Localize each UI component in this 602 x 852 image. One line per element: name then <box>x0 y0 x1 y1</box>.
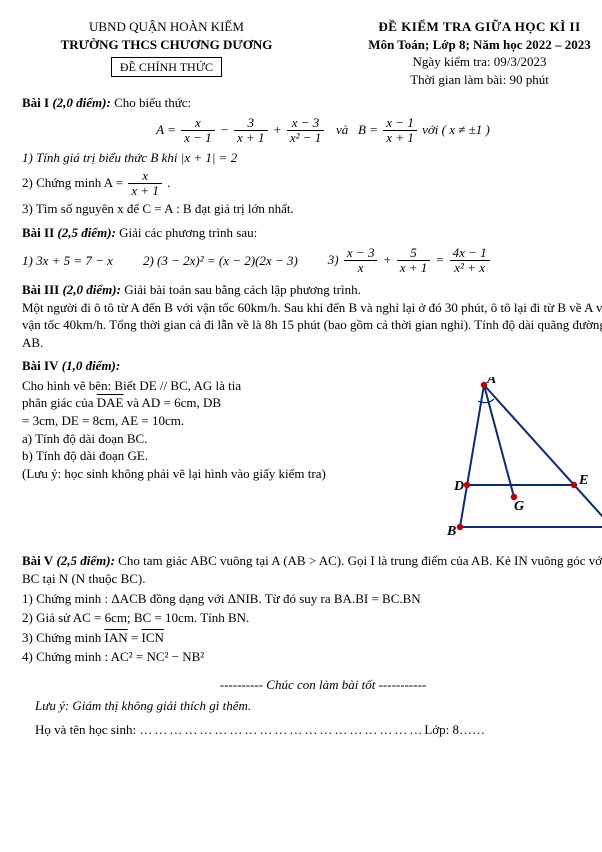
name-dots: ………………………………………………… <box>139 722 424 737</box>
footer-note-text: Lưu ý: Giám thị không giải thích gì thêm… <box>35 698 251 713</box>
header: UBND QUẬN HOÀN KIẾM TRƯỜNG THCS CHƯƠNG D… <box>22 18 602 88</box>
bai-1-q1: 1) Tính giá trị biểu thức B khi |x + 1| … <box>22 149 602 167</box>
frac-num: x <box>128 169 162 184</box>
footer-wish: ---------- Chúc con làm bài tốt --------… <box>22 676 602 694</box>
angle-ian: IAN <box>105 630 128 645</box>
district: UBND QUẬN HOÀN KIẾM <box>22 18 311 36</box>
bai-1: Bài I (2,0 điểm): Cho biểu thức: A = xx … <box>22 94 602 218</box>
bai-4-l1: Cho hình vẽ bên: Biết DE // BC, AG là ti… <box>22 377 404 395</box>
svg-text:D: D <box>453 479 464 494</box>
footer-note: Lưu ý: Giám thị không giải thích gì thêm… <box>22 697 602 715</box>
bai-4: Bài IV (1,0 điểm): Cho hình vẽ bên: Biết… <box>22 357 602 546</box>
name-label: Họ và tên học sinh: <box>35 722 139 737</box>
svg-text:A: A <box>486 377 496 387</box>
bai-5-q3: 3) Chứng minh IAN = ICN <box>22 629 602 647</box>
bai-2: Bài II (2,5 điểm): Giải các phương trình… <box>22 224 602 275</box>
bai-4-title: Bài IV <box>22 358 58 373</box>
bai-2-points: (2,5 điểm): <box>57 225 115 240</box>
bai-4-l5: b) Tính độ dài đoạn GE. <box>22 447 404 465</box>
bai-4-l2: phân giác của DAE và AD = 6cm, DB <box>22 394 404 412</box>
bai-4-text: Cho hình vẽ bên: Biết DE // BC, AG là ti… <box>22 377 404 482</box>
bai-4-l3: = 3cm, DE = 8cm, AE = 10cm. <box>22 412 404 430</box>
bai-5-q2: 2) Giả sử AC = 6cm; BC = 10cm. Tính BN. <box>22 609 602 627</box>
angle-icn: ICN <box>141 630 163 645</box>
bai-5-points: (2,5 điểm): <box>56 553 114 568</box>
bai-4-figure: ABCDEG <box>414 377 602 547</box>
bai-5-title: Bài V <box>22 553 53 568</box>
bai-2-eq2: 2) (3 − 2x)² = (x − 2)(2x − 3) <box>143 252 298 270</box>
bai-3-body: Một người đi ô tô từ A đến B với vận tốc… <box>22 299 602 352</box>
svg-text:B: B <box>446 524 456 539</box>
school: TRƯỜNG THCS CHƯƠNG DƯƠNG <box>22 36 311 54</box>
header-right: ĐỀ KIỂM TRA GIỮA HỌC KÌ II Môn Toán; Lớp… <box>335 18 602 88</box>
bai-4-l2-pre: phân giác của <box>22 395 97 410</box>
bai-3: Bài III (2,0 điểm): Giải bài toán sau bằ… <box>22 281 602 351</box>
bai-3-title: Bài III <box>22 282 59 297</box>
bai-5-q1: 1) Chứng minh : ΔACB đồng dạng với ΔNIB.… <box>22 590 602 608</box>
student-line: Họ và tên học sinh: …………………………………………………L… <box>22 721 602 739</box>
bai-2-eq1: 1) 3x + 5 = 7 − x <box>22 252 113 270</box>
bai-2-eq3: 3) x − 3x + 5x + 1 = 4x − 1x² + x <box>328 246 492 276</box>
bai-4-l2-mid: và AD = 6cm, DB <box>123 395 221 410</box>
subject: Môn Toán; Lớp 8; Năm học 2022 – 2023 <box>335 36 602 54</box>
bai-4-l4: a) Tính độ dài đoạn BC. <box>22 430 404 448</box>
bai-1-title: Bài I <box>22 95 49 110</box>
bai-1-formula: A = xx − 1 − 3x + 1 + x − 3x² − 1 và B =… <box>22 116 602 146</box>
class-label: Lớp: 8…… <box>424 722 485 737</box>
bai-1-q3: 3) Tìm số nguyên x để C = A : B đạt giá … <box>22 200 602 218</box>
bai-3-intro: Giải bài toán sau bằng cách lập phương t… <box>124 282 361 297</box>
bai-1-intro: Cho biểu thức: <box>114 95 191 110</box>
bai-2-intro: Giải các phương trình sau: <box>119 225 257 240</box>
svg-text:E: E <box>578 473 588 488</box>
exam-date: Ngày kiểm tra: 09/3/2023 <box>335 53 602 71</box>
triangle-figure-svg: ABCDEG <box>414 377 602 542</box>
bai-4-l6: (Lưu ý: học sinh không phải vẽ lại hình … <box>22 465 404 483</box>
bai-1-q2-post: . <box>167 175 170 190</box>
frac-den: x + 1 <box>128 184 162 198</box>
bai-1-q2: 2) Chứng minh A = xx + 1 . <box>22 169 602 199</box>
bai-5-q4: 4) Chứng minh : AC² = NC² − NB² <box>22 648 602 666</box>
bai-5: Bài V (2,5 điểm): Cho tam giác ABC vuông… <box>22 552 602 665</box>
bai-1-cond: với ( x ≠ ±1 ) <box>422 122 490 137</box>
bai-1-points: (2,0 điểm): <box>52 95 110 110</box>
bai-2-title: Bài II <box>22 225 54 240</box>
exam-duration: Thời gian làm bài: 90 phút <box>335 71 602 89</box>
svg-text:G: G <box>514 499 524 514</box>
bai-5-q3-pre: 3) Chứng minh <box>22 630 105 645</box>
bai-3-points: (2,0 điểm): <box>62 282 120 297</box>
bai-1-q2-pre: 2) Chứng minh A = <box>22 175 126 190</box>
header-left: UBND QUẬN HOÀN KIẾM TRƯỜNG THCS CHƯƠNG D… <box>22 18 311 88</box>
bai-2-equations: 1) 3x + 5 = 7 − x 2) (3 − 2x)² = (x − 2)… <box>22 246 602 276</box>
bai-4-points: (1,0 điểm): <box>62 358 120 373</box>
angle-dae: DAE <box>97 395 124 410</box>
official-box: ĐỀ CHÍNH THỨC <box>111 57 222 77</box>
exam-title: ĐỀ KIỂM TRA GIỮA HỌC KÌ II <box>335 18 602 36</box>
bai-5-q3-mid: = <box>128 630 142 645</box>
